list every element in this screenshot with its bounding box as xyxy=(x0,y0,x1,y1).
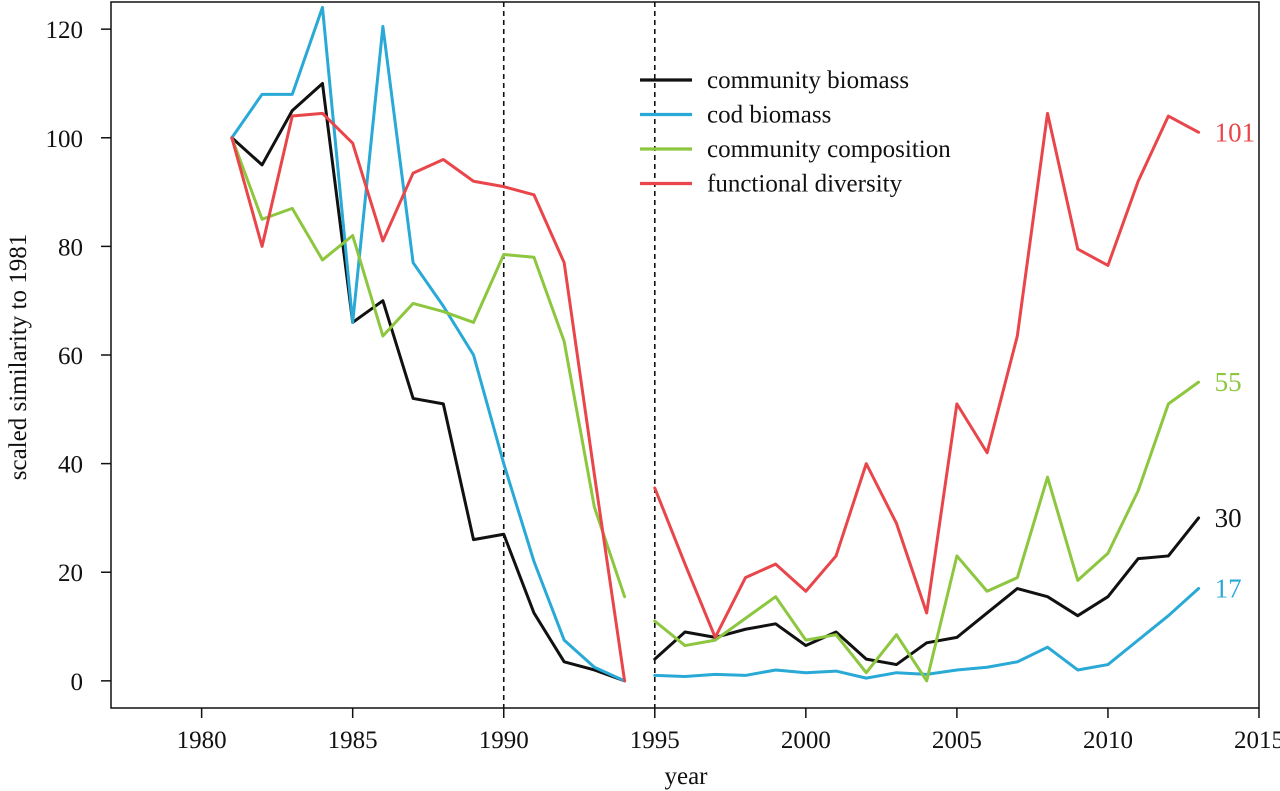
y-tick-label: 20 xyxy=(58,560,83,587)
series-cod-biomass xyxy=(230,5,1201,683)
y-tick-label: 60 xyxy=(58,343,83,370)
x-tick-label: 2005 xyxy=(932,727,982,754)
series-layer xyxy=(230,5,1201,683)
series-line-community-composition-segment-1 xyxy=(230,136,627,599)
series-community-composition xyxy=(230,136,1201,683)
plot-frame xyxy=(110,1,1260,709)
series-line-functional-diversity-segment-1 xyxy=(230,111,627,683)
x-tick-label: 1985 xyxy=(328,727,378,754)
end-value-label: 55 xyxy=(1215,367,1242,397)
x-tick-label: 1980 xyxy=(177,727,227,754)
series-functional-diversity xyxy=(230,111,1201,683)
y-axis: 0 20 40 60 80 100 120 xyxy=(46,17,111,696)
reference-lines xyxy=(502,2,656,708)
series-line-cod-biomass-segment-1 xyxy=(230,5,627,683)
y-tick-label: 100 xyxy=(46,126,84,153)
series-community-biomass xyxy=(230,81,1201,683)
legend-label: functional diversity xyxy=(707,171,903,198)
legend: community biomass cod biomass community co… xyxy=(640,67,951,198)
legend-label: cod biomass xyxy=(707,102,831,129)
y-tick-label: 80 xyxy=(58,234,83,261)
series-line-community-composition-segment-2 xyxy=(653,380,1201,683)
x-tick-label: 2000 xyxy=(781,727,831,754)
x-axis-title: year xyxy=(664,763,708,790)
end-value-label: 101 xyxy=(1215,117,1256,147)
series-line-functional-diversity-segment-2 xyxy=(653,111,1201,639)
legend-label: community biomass xyxy=(707,67,909,94)
y-tick-label: 120 xyxy=(46,17,84,44)
x-tick-label: 2015 xyxy=(1234,727,1280,754)
end-value-label: 30 xyxy=(1215,503,1242,533)
x-tick-label: 2010 xyxy=(1083,727,1133,754)
x-tick-label: 1995 xyxy=(630,727,680,754)
y-tick-label: 40 xyxy=(58,452,83,479)
x-tick-label: 1990 xyxy=(479,727,529,754)
y-axis-title: scaled similarity to 1981 xyxy=(5,234,32,480)
series-line-cod-biomass-segment-2 xyxy=(653,587,1201,680)
series-line-community-biomass-segment-1 xyxy=(230,81,627,683)
y-tick-label: 0 xyxy=(71,669,84,696)
end-value-label: 17 xyxy=(1215,574,1242,604)
end-labels: 30 17 55 101 xyxy=(1215,117,1256,603)
series-line-community-biomass-segment-2 xyxy=(653,516,1201,667)
x-axis: 1980 1985 1990 1995 2000 2005 2010 2015 xyxy=(177,708,1280,754)
legend-label: community composition xyxy=(707,136,951,163)
